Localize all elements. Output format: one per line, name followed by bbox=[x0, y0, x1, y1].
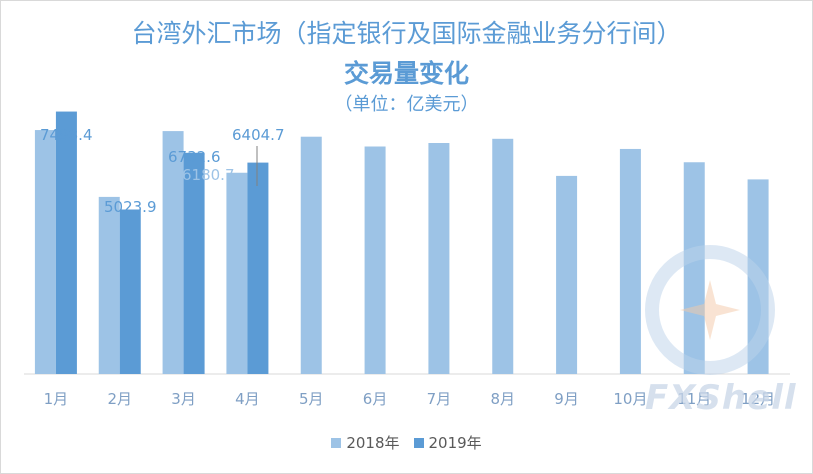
bar-2019年-1月 bbox=[55, 111, 77, 374]
bar-2018年-8月 bbox=[492, 138, 514, 374]
legend-label-2018: 2018年 bbox=[346, 434, 400, 452]
x-tick-label: 2月 bbox=[107, 390, 132, 408]
bar-2018年-5月 bbox=[300, 136, 322, 374]
legend-label-2019: 2019年 bbox=[428, 434, 482, 452]
bar-2019年-4月 bbox=[247, 162, 269, 374]
fxshell-logo-icon bbox=[645, 245, 775, 375]
bar-2018年-11月 bbox=[683, 162, 705, 374]
bar-2018年-3月 bbox=[162, 131, 184, 374]
x-tick-label: 11月 bbox=[677, 390, 711, 408]
x-tick-label: 9月 bbox=[554, 390, 579, 408]
legend: 2018年 2019年 bbox=[0, 432, 813, 453]
x-tick-label: 4月 bbox=[235, 390, 260, 408]
bar-2018年-7月 bbox=[428, 143, 450, 374]
legend-swatch-2018 bbox=[331, 437, 342, 448]
data-label: 6404.7 bbox=[232, 126, 285, 144]
bar-2019年-3月 bbox=[183, 152, 205, 374]
bar-2018年-6月 bbox=[364, 146, 386, 374]
bar-2019年-2月 bbox=[119, 209, 141, 374]
x-tick-label: 6月 bbox=[363, 390, 388, 408]
legend-item-2018: 2018年 bbox=[331, 432, 400, 453]
legend-swatch-2019 bbox=[413, 437, 424, 448]
x-tick-label: 1月 bbox=[44, 390, 69, 408]
bar-2018年-4月 bbox=[226, 172, 248, 374]
bar-2018年-2月 bbox=[98, 196, 120, 374]
watermark-text: FXShell bbox=[645, 378, 797, 418]
x-tick-label: 12月 bbox=[741, 390, 775, 408]
x-tick-label: 3月 bbox=[171, 390, 196, 408]
legend-item-2019: 2019年 bbox=[413, 432, 482, 453]
chart-subtitle: 交易量变化 bbox=[343, 59, 469, 88]
x-tick-label: 10月 bbox=[613, 390, 647, 408]
bar-2018年-1月 bbox=[34, 130, 56, 374]
data-label: 5023.9 bbox=[104, 198, 157, 216]
chart-unit: （单位：亿美元） bbox=[334, 94, 479, 115]
bar-2018年-10月 bbox=[619, 148, 641, 374]
bar-2018年-9月 bbox=[556, 175, 578, 374]
x-tick-label: 8月 bbox=[490, 390, 515, 408]
data-label: 7498.4 bbox=[40, 126, 93, 144]
x-tick-label: 7月 bbox=[427, 390, 452, 408]
x-tick-label: 5月 bbox=[299, 390, 324, 408]
data-label: 6180.7 bbox=[182, 166, 235, 184]
chart-title: 台湾外汇市场（指定银行及国际金融业务分行间） bbox=[131, 19, 682, 48]
data-label: 6732.6 bbox=[168, 148, 221, 166]
